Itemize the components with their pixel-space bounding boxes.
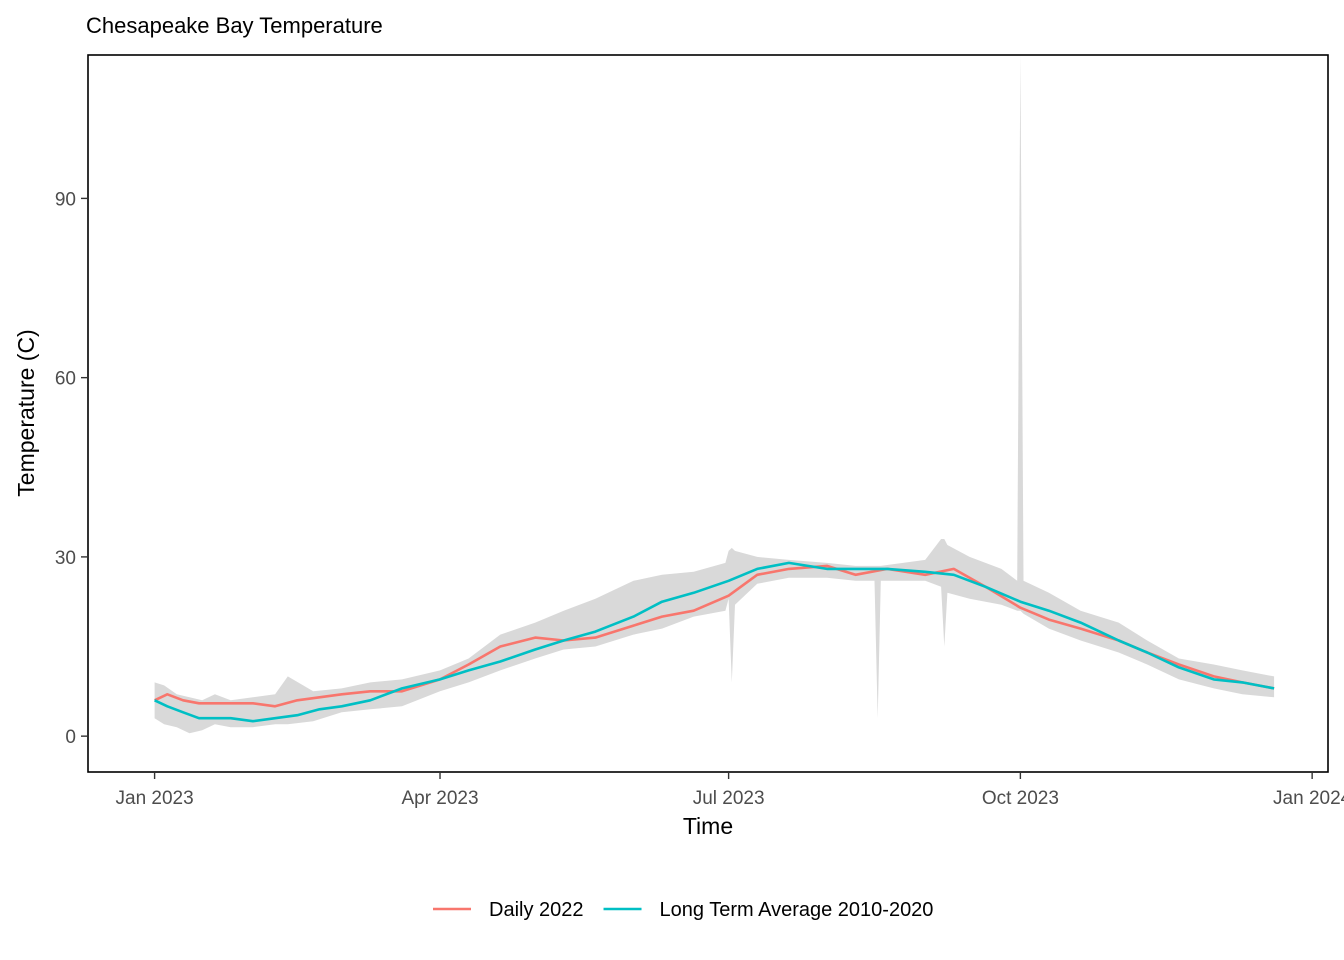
x-tick-label: Jul 2023 bbox=[693, 788, 765, 809]
legend-label-0: Daily 2022 bbox=[489, 899, 584, 921]
axes: 0 30 60 90 Jan 2023 Apr 2023 Jul 2023 Oct 2023 J… bbox=[55, 189, 1344, 809]
temperature-range-band bbox=[154, 55, 1275, 734]
legend: Daily 2022 Long Term Average 2010-2020 bbox=[433, 899, 933, 921]
x-tick-label: Apr 2023 bbox=[401, 788, 478, 809]
series-line-0 bbox=[154, 564, 1275, 708]
x-tick-label: Jan 2023 bbox=[116, 788, 194, 809]
y-tick-label: 90 bbox=[55, 189, 76, 210]
y-tick-label: 60 bbox=[55, 369, 76, 390]
y-tick-label: 30 bbox=[55, 548, 76, 569]
series-line-1 bbox=[154, 561, 1275, 723]
y-axis-title: Temperature (C) bbox=[13, 329, 39, 496]
chart-title: Chesapeake Bay Temperature bbox=[86, 13, 383, 38]
plot-area bbox=[154, 55, 1275, 734]
x-axis-title: Time bbox=[683, 813, 733, 839]
legend-label-1: Long Term Average 2010-2020 bbox=[660, 899, 934, 921]
y-tick-label: 0 bbox=[65, 727, 76, 748]
plot-border bbox=[87, 54, 1329, 773]
x-tick-label: Jan 2024 bbox=[1273, 788, 1344, 809]
x-tick-label: Oct 2023 bbox=[982, 788, 1059, 809]
